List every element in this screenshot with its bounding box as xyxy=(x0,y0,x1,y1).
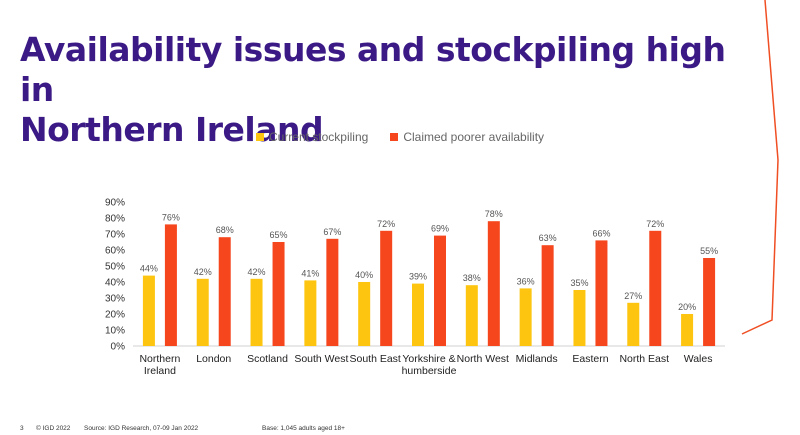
legend-label-current-stockpiling: Current stockpiling xyxy=(268,130,369,144)
legend-item-current-stockpiling: Current stockpiling xyxy=(255,130,369,144)
slide-footer: 3 © IGD 2022 Source: IGD Research, 07-09… xyxy=(0,425,800,435)
data-label: 39% xyxy=(409,272,427,282)
bar-current-stockpiling xyxy=(358,282,371,346)
y-tick-label: 0% xyxy=(111,342,126,353)
data-label: 68% xyxy=(216,225,234,235)
data-label: 69% xyxy=(431,224,449,234)
data-label: 35% xyxy=(570,278,588,288)
source-note: Source: IGD Research, 07-09 Jan 2022 xyxy=(84,425,199,432)
chart-legend: Current stockpiling Claimed poorer avail… xyxy=(0,130,800,144)
bar-claimed-poorer-availability xyxy=(434,235,446,346)
bar-claimed-poorer-availability xyxy=(326,238,339,346)
y-tick-label: 40% xyxy=(105,278,125,289)
bar-current-stockpiling xyxy=(465,285,478,346)
bar-current-stockpiling xyxy=(196,278,209,346)
data-label: 78% xyxy=(485,209,503,219)
data-label: 66% xyxy=(592,228,610,238)
x-tick-label: North East xyxy=(619,353,669,365)
y-tick-label: 60% xyxy=(105,246,125,257)
data-label: 36% xyxy=(517,276,535,286)
bar-claimed-poorer-availability xyxy=(487,221,500,346)
bar-claimed-poorer-availability xyxy=(703,258,716,346)
y-tick-label: 70% xyxy=(105,230,125,241)
x-tick-label: North West xyxy=(457,353,509,365)
legend-swatch-current-stockpiling xyxy=(255,133,264,141)
bar-current-stockpiling xyxy=(142,275,155,346)
bar-claimed-poorer-availability xyxy=(595,240,608,346)
data-label: 42% xyxy=(248,267,266,277)
data-label: 20% xyxy=(678,302,696,312)
x-tick-label: Yorkshire & xyxy=(402,353,455,365)
bar-current-stockpiling xyxy=(304,280,317,346)
y-tick-label: 80% xyxy=(105,214,125,225)
x-tick-label: London xyxy=(196,353,231,365)
data-label: 44% xyxy=(140,264,158,274)
bar-current-stockpiling xyxy=(627,302,640,346)
data-label: 63% xyxy=(539,233,557,243)
data-label: 38% xyxy=(463,273,481,283)
legend-swatch-claimed-poorer-availability xyxy=(390,133,399,141)
bar-current-stockpiling xyxy=(573,290,586,346)
slide-title-line-1: Availability issues and stockpiling high… xyxy=(20,30,726,109)
bar-claimed-poorer-availability xyxy=(218,237,231,346)
x-tick-label: Eastern xyxy=(572,353,608,365)
y-tick-label: 20% xyxy=(105,310,125,321)
bar-claimed-poorer-availability xyxy=(541,245,554,346)
y-tick-label: 30% xyxy=(105,294,125,305)
x-tick-label: Northern xyxy=(139,353,180,365)
data-label: 72% xyxy=(377,219,395,229)
bar-current-stockpiling xyxy=(250,278,263,346)
data-label: 65% xyxy=(270,230,288,240)
data-label: 41% xyxy=(301,268,319,278)
data-label: 27% xyxy=(624,291,642,301)
bar-claimed-poorer-availability xyxy=(272,242,285,346)
page-number: 3 xyxy=(20,425,24,432)
legend-label-claimed-poorer-availability: Claimed poorer availability xyxy=(403,130,545,144)
data-label: 67% xyxy=(323,227,341,237)
y-tick-label: 50% xyxy=(105,262,125,273)
slide-title-line-2: Northern Ireland xyxy=(20,110,324,149)
copyright: © IGD 2022 xyxy=(36,425,71,432)
data-label: 42% xyxy=(194,267,212,277)
y-tick-label: 10% xyxy=(105,326,125,337)
bar-claimed-poorer-availability xyxy=(164,224,177,346)
data-label: 72% xyxy=(646,219,664,229)
x-tick-label: Midlands xyxy=(516,353,558,365)
bar-current-stockpiling xyxy=(519,288,532,346)
x-tick-label: humberside xyxy=(402,365,457,377)
bar-current-stockpiling xyxy=(412,283,424,346)
x-tick-label: Scotland xyxy=(247,353,288,365)
data-label: 55% xyxy=(700,246,718,256)
bar-claimed-poorer-availability xyxy=(649,230,662,346)
y-tick-label: 90% xyxy=(105,198,125,209)
data-label: 76% xyxy=(162,212,180,222)
x-tick-label: South West xyxy=(294,353,348,365)
slide-title: Availability issues and stockpiling high… xyxy=(20,30,760,150)
legend-item-claimed-poorer-availability: Claimed poorer availability xyxy=(390,130,544,144)
bar-current-stockpiling xyxy=(681,314,694,346)
x-tick-label: Ireland xyxy=(144,365,176,377)
base-note: Base: 1,045 adults aged 18+ xyxy=(262,425,345,432)
x-tick-label: South East xyxy=(349,353,400,365)
x-tick-label: Wales xyxy=(684,353,713,365)
data-label: 40% xyxy=(355,270,373,280)
bar-claimed-poorer-availability xyxy=(380,230,393,346)
